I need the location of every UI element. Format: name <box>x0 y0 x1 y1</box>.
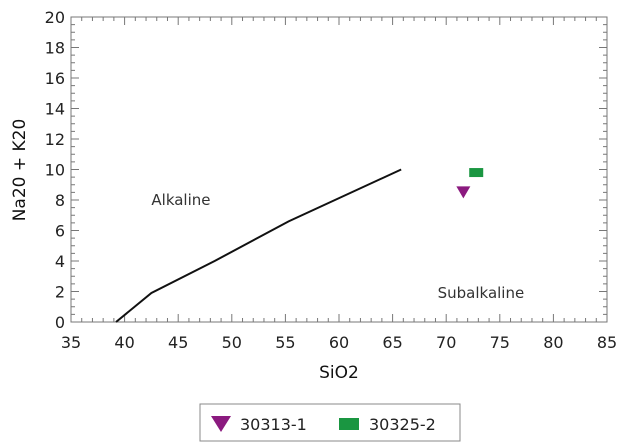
y-tick-label: 6 <box>55 222 65 241</box>
y-axis-title: Na20 + K20 <box>10 119 30 222</box>
legend-triangle-icon <box>211 416 231 432</box>
legend: 30313-1 30325-2 <box>199 403 461 442</box>
legend-label-series-1: 30313-1 <box>240 415 307 434</box>
data-point-triangle <box>456 186 471 199</box>
region-label: Subalkaline <box>438 284 525 302</box>
x-tick-label: 75 <box>490 333 510 352</box>
x-tick-label: 65 <box>382 333 402 352</box>
data-points <box>456 168 484 199</box>
alkaline-subalkaline-boundary <box>115 168 402 323</box>
plot-area: 35 40 45 50 55 60 65 70 75 80 8502468101214161820 … <box>45 8 618 352</box>
legend-square-icon <box>339 418 359 430</box>
axis-tick-labels: 35 40 45 50 55 60 65 70 75 80 85 0 2 4 6 8 10 12 14 16 18 20 <box>45 8 618 352</box>
x-tick-label: 45 <box>168 333 188 352</box>
x-tick-label: 80 <box>543 333 563 352</box>
y-tick-label: 8 <box>55 191 65 210</box>
data-point-square <box>469 168 484 178</box>
x-axis-title: SiO2 <box>319 363 359 383</box>
x-tick-label: 35 <box>61 333 81 352</box>
y-tick-label: 4 <box>55 252 65 271</box>
x-tick-label: 60 <box>329 333 349 352</box>
region-labels: Alkaline Subalkaline <box>151 191 524 302</box>
x-tick-label: 70 <box>436 333 456 352</box>
region-label: Alkaline <box>151 191 210 209</box>
y-tick-label: 10 <box>45 161 65 180</box>
y-tick-label: 16 <box>45 69 65 88</box>
y-tick-label: 20 <box>45 8 65 27</box>
legend-label-series-2: 30325-2 <box>369 415 436 434</box>
x-tick-label: 50 <box>222 333 242 352</box>
y-tick-label: 2 <box>55 283 65 302</box>
legend-box <box>199 403 461 442</box>
y-tick-label: 12 <box>45 130 65 149</box>
y-tick-label: 0 <box>55 313 65 332</box>
plot-frame <box>70 16 608 323</box>
y-tick-label: 18 <box>45 39 65 58</box>
x-tick-label: 40 <box>114 333 134 352</box>
axis-ticks <box>70 16 608 323</box>
x-tick-label: 55 <box>275 333 295 352</box>
x-tick-label: 85 <box>597 333 617 352</box>
y-tick-label: 14 <box>45 100 65 119</box>
